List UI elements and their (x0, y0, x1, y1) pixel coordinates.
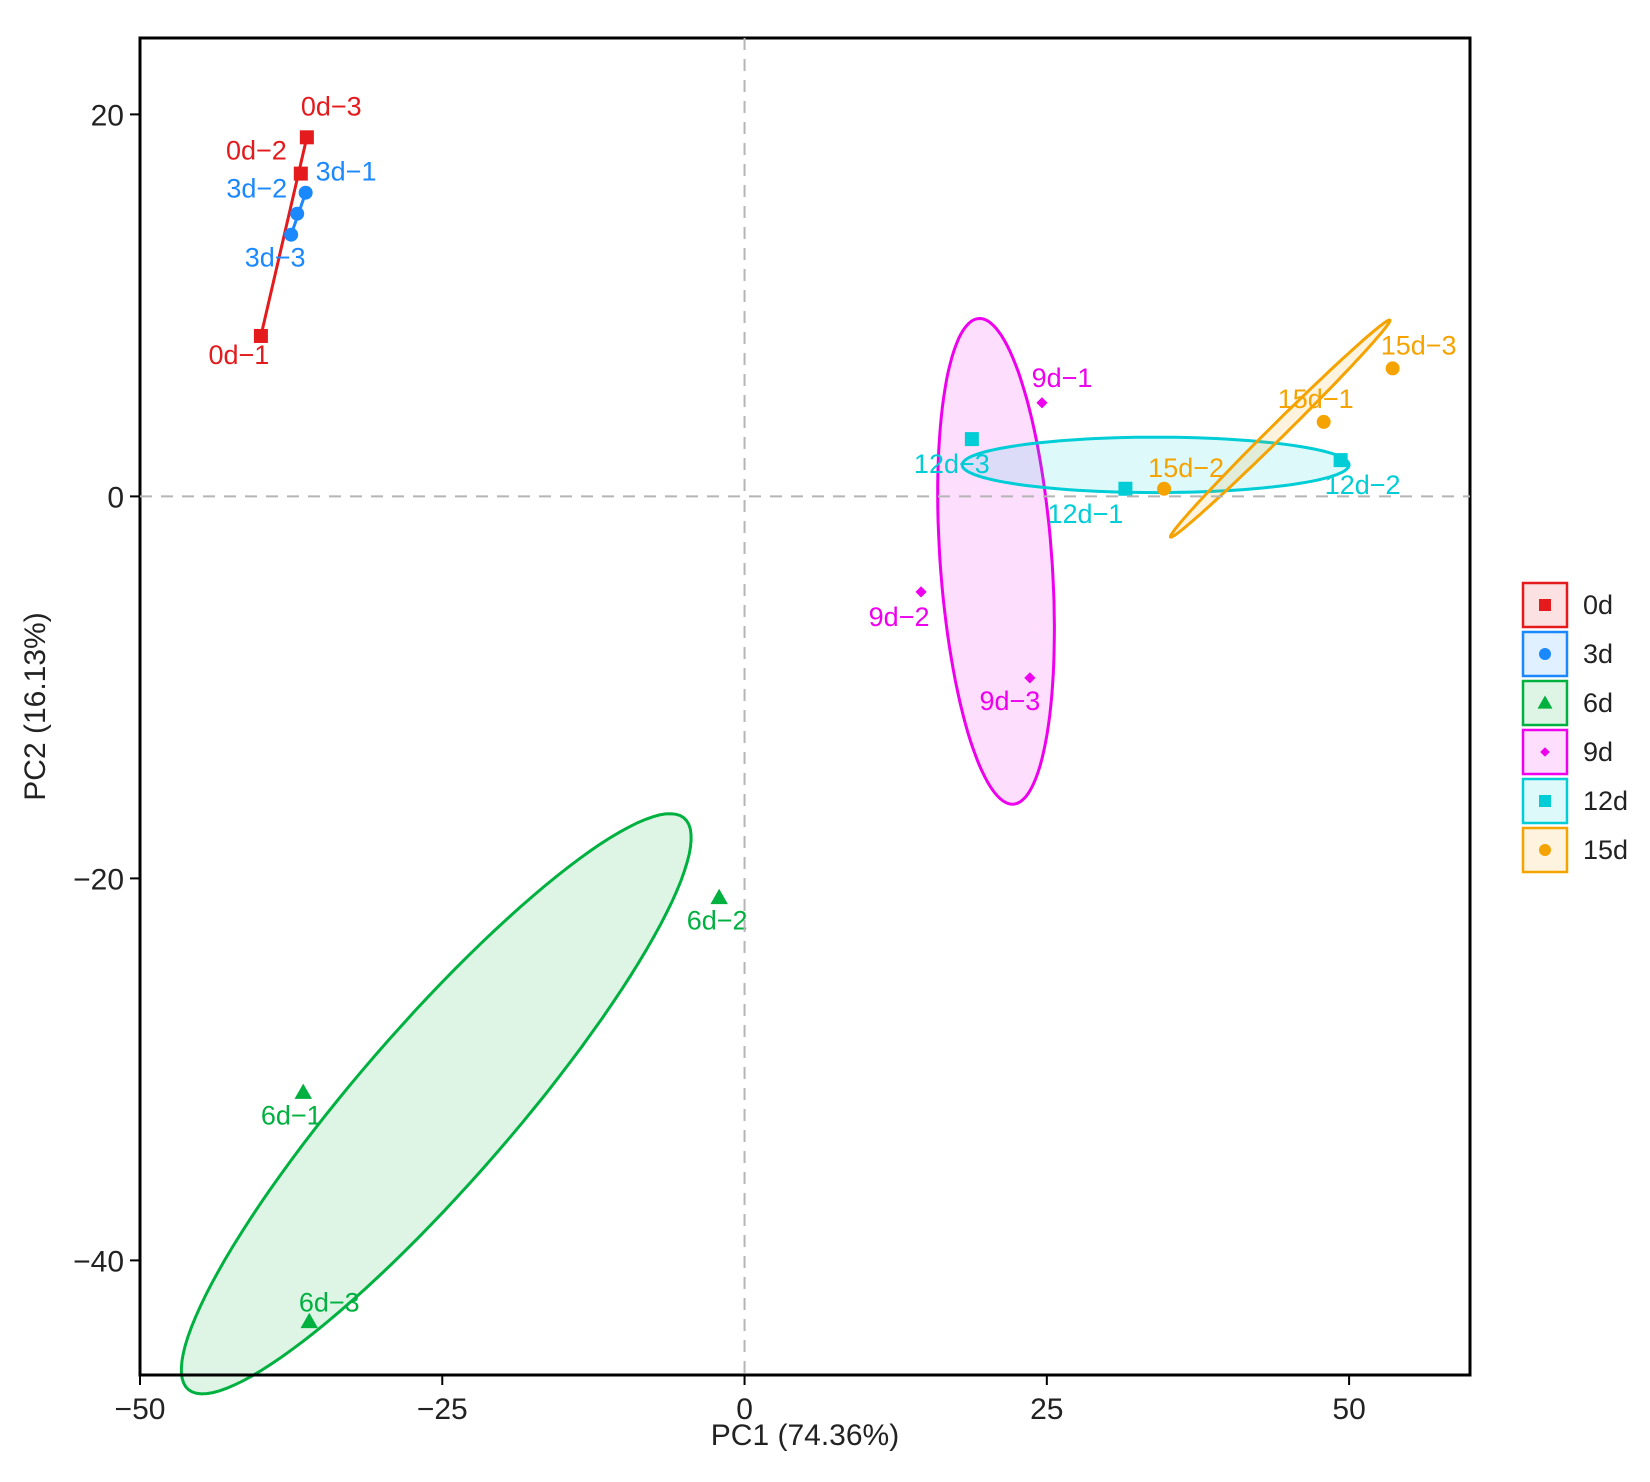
data-point-3d-2 (290, 206, 305, 221)
data-point-9d-1 (1036, 397, 1048, 409)
point-label-15d-3: 15d−3 (1381, 330, 1457, 360)
point-label-12d-3: 12d−3 (914, 449, 990, 479)
point-label-15d-1: 15d−1 (1278, 384, 1354, 414)
ellipse-6d (179, 812, 693, 1396)
data-point-12d-1 (1118, 481, 1133, 496)
data-point-9d-2 (915, 586, 927, 598)
x-tick-label: −50 (115, 1393, 166, 1426)
data-points (253, 130, 1400, 1329)
plot-border (138, 36, 1472, 1377)
point-label-9d-3: 9d−3 (979, 686, 1040, 716)
legend-marker-12d (1539, 795, 1551, 807)
x-tick-label: −25 (417, 1393, 468, 1426)
data-point-9d-3 (1024, 672, 1036, 684)
data-point-6d-1 (294, 1083, 312, 1099)
data-point-15d-3 (1385, 361, 1400, 376)
data-point-12d-3 (964, 432, 979, 447)
legend-label-9d: 9d (1583, 737, 1613, 767)
data-point-0d-2 (293, 166, 308, 181)
legend-marker-9d (1540, 747, 1550, 757)
axes: −50 −25 0 25 50 −40 −20 0 20 (73, 38, 1470, 1426)
data-point-6d-3 (300, 1312, 319, 1329)
legend-label-6d: 6d (1583, 688, 1613, 718)
point-label-9d-1: 9d−1 (1032, 363, 1093, 393)
point-label-3d-2: 3d−2 (226, 174, 287, 204)
legend-marker-6d (1537, 695, 1553, 709)
y-tick-label: 0 (107, 481, 124, 514)
point-label-3d-1: 3d−1 (316, 157, 377, 187)
x-tick-label: 25 (1030, 1393, 1063, 1426)
y-tick-label: 20 (91, 99, 124, 132)
x-tick-label: 0 (736, 1393, 753, 1426)
legend-label-12d: 12d (1583, 786, 1628, 816)
legend-label-3d: 3d (1583, 639, 1613, 669)
point-label-12d-1: 12d−1 (1047, 499, 1123, 529)
legend-marker-0d (1539, 599, 1551, 611)
point-label-0d-3: 0d−3 (301, 91, 362, 121)
legend-label-0d: 0d (1583, 590, 1613, 620)
point-label-0d-1: 0d−1 (208, 340, 269, 370)
x-axis-title: PC1 (74.36%) (711, 1419, 899, 1452)
point-labels: 0d−1 0d−2 0d−3 3d−1 3d−2 3d−3 6d−1 6d−2 6d−3 9d−1… (208, 91, 1456, 1317)
point-label-6d-3: 6d−3 (299, 1288, 360, 1318)
confidence-ellipses (179, 136, 1392, 1396)
x-tick-label: 50 (1332, 1393, 1365, 1426)
y-tick-label: −40 (73, 1245, 124, 1278)
data-point-12d-2 (1333, 453, 1348, 468)
point-label-6d-1: 6d−1 (261, 1100, 322, 1130)
point-label-6d-2: 6d−2 (687, 906, 748, 936)
legend-label-15d: 15d (1583, 835, 1628, 865)
data-point-3d-3 (284, 227, 299, 242)
point-label-3d-3: 3d−3 (245, 243, 306, 273)
data-point-3d-1 (298, 185, 313, 200)
legend-key-15d (1521, 826, 1569, 874)
ellipse-15d (1169, 318, 1392, 539)
data-point-6d-2 (710, 888, 728, 905)
point-label-12d-2: 12d−2 (1325, 470, 1401, 500)
data-point-15d-2 (1157, 481, 1172, 496)
data-point-0d-1 (253, 328, 268, 343)
point-label-15d-2: 15d−2 (1148, 453, 1224, 483)
legend-marker-15d (1539, 844, 1551, 856)
point-label-0d-2: 0d−2 (226, 136, 287, 166)
y-axis-title: PC2 (16.13%) (19, 612, 52, 800)
legend: 0d 3d 6d 9d 12d 15d (1521, 581, 1628, 874)
data-point-0d-3 (299, 130, 314, 145)
point-label-9d-2: 9d−2 (869, 602, 930, 632)
y-tick-label: −20 (73, 863, 124, 896)
legend-marker-3d (1539, 648, 1551, 660)
data-point-15d-1 (1316, 414, 1331, 429)
ellipse-12d (960, 435, 1351, 495)
